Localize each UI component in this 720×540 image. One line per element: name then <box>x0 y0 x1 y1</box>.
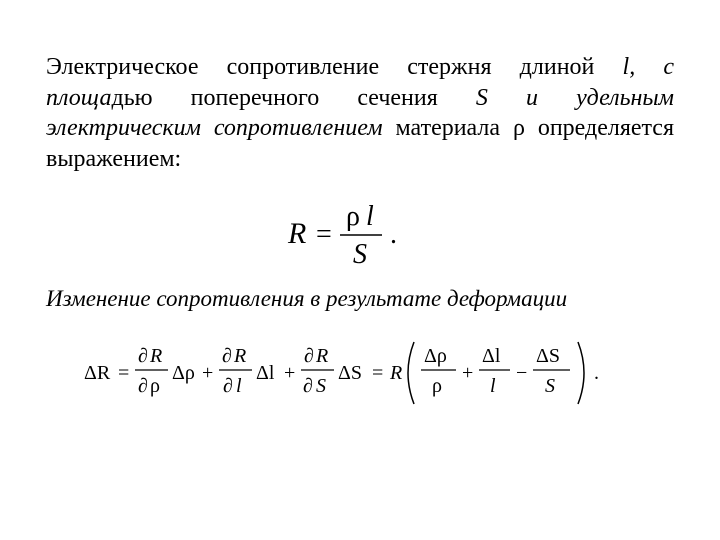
eq2-t2-dR-d: ∂ <box>222 345 232 367</box>
eq2-rparen <box>578 342 584 404</box>
eq2-f2-den: l <box>490 375 496 397</box>
page: Электрическое сопротивление стержня длин… <box>0 0 720 540</box>
eq1-l: l <box>366 201 374 232</box>
eq2-t2-dl-l: l <box>236 375 242 397</box>
eq2-lparen <box>408 342 414 404</box>
eq2-f3-num: ΔS <box>536 345 560 367</box>
eq2-t3-dS-d: ∂ <box>303 375 313 397</box>
eq2-t2-dl-d: ∂ <box>223 375 233 397</box>
eq2-t1-drho-rho: ρ <box>150 375 160 397</box>
intro-paragraph: Электрическое сопротивление стержня длин… <box>46 52 674 175</box>
text-seg2b: дью поперечного сечения <box>111 85 475 111</box>
equation-1: R = ρ l S . <box>46 199 674 276</box>
eq2-R2: R <box>389 362 402 384</box>
eq2-DeltaR: ΔR <box>84 362 111 384</box>
eq2-f1-den: ρ <box>432 375 442 397</box>
eq2-t1-Drho: Δρ <box>172 362 195 384</box>
eq2-t3-dR-d: ∂ <box>304 345 314 367</box>
eq2-minus: − <box>516 362 527 384</box>
eq2-t3-DS: ΔS <box>338 362 362 384</box>
eq2-t1-drho-d: ∂ <box>138 375 148 397</box>
eq2-t1-dR-R: R <box>149 345 162 367</box>
eq2-period: . <box>594 362 599 384</box>
equation-2: ΔR = ∂ R ∂ ρ Δρ + ∂ R ∂ l Δl + ∂ <box>46 334 674 417</box>
eq2-t1-dR-d: ∂ <box>138 345 148 367</box>
eq2-t2-Dl: Δl <box>256 362 275 384</box>
eq2-f1-num: Δρ <box>424 345 447 367</box>
sub-heading: Изменение сопротивления в результате деф… <box>46 286 654 312</box>
eq2-plus2: + <box>284 362 295 384</box>
eq1-eq: = <box>316 219 332 250</box>
eq2-t2-dR-R: R <box>233 345 246 367</box>
eq2-eq2: = <box>372 362 383 384</box>
eq1-R: R <box>287 217 306 250</box>
text-seg1: Электрическое сопротивление стержня длин… <box>46 54 623 80</box>
eq2-f2-num: Δl <box>482 345 501 367</box>
eq2-t3-dR-R: R <box>315 345 328 367</box>
equation-2-svg: ΔR = ∂ R ∂ ρ Δρ + ∂ R ∂ l Δl + ∂ <box>80 334 640 412</box>
eq2-eq: = <box>118 362 129 384</box>
equation-1-svg: R = ρ l S . <box>280 199 440 271</box>
var-S: S <box>476 85 488 111</box>
eq1-S: S <box>353 239 367 270</box>
eq2-t3-dS-S: S <box>316 375 326 397</box>
eq2-plus1: + <box>202 362 213 384</box>
eq2-plus3: + <box>462 362 473 384</box>
eq1-rho: ρ <box>346 201 360 232</box>
eq2-f3-den: S <box>545 375 555 397</box>
eq1-period: . <box>390 219 397 250</box>
